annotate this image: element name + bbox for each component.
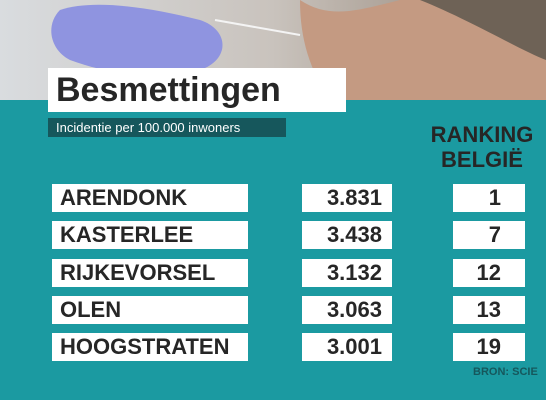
ranking-header-line: RANKING xyxy=(430,122,534,147)
rank: 13 xyxy=(453,295,525,324)
town-name: OLEN xyxy=(52,295,248,324)
incidence: 3.001 xyxy=(302,333,392,362)
rank: 1 xyxy=(453,184,525,212)
incidence: 3.132 xyxy=(302,258,392,287)
town-name: HOOGSTRATEN xyxy=(52,333,248,362)
ranking-header: RANKING BELGIË xyxy=(418,122,546,172)
incidence: 3.063 xyxy=(302,295,392,324)
ranking-header-line: BELGIË xyxy=(441,147,523,172)
source: BRON: SCIE xyxy=(473,366,538,378)
rank: 12 xyxy=(453,258,525,287)
rank: 19 xyxy=(453,333,525,362)
rank: 7 xyxy=(453,221,525,250)
town-name: RIJKEVORSEL xyxy=(52,258,248,287)
town-name: KASTERLEE xyxy=(52,221,248,250)
title: Besmettingen xyxy=(48,68,346,112)
subtitle: Incidentie per 100.000 inwoners xyxy=(48,118,286,137)
incidence: 3.831 xyxy=(302,184,392,212)
town-name: ARENDONK xyxy=(52,184,248,212)
incidence: 3.438 xyxy=(302,221,392,250)
